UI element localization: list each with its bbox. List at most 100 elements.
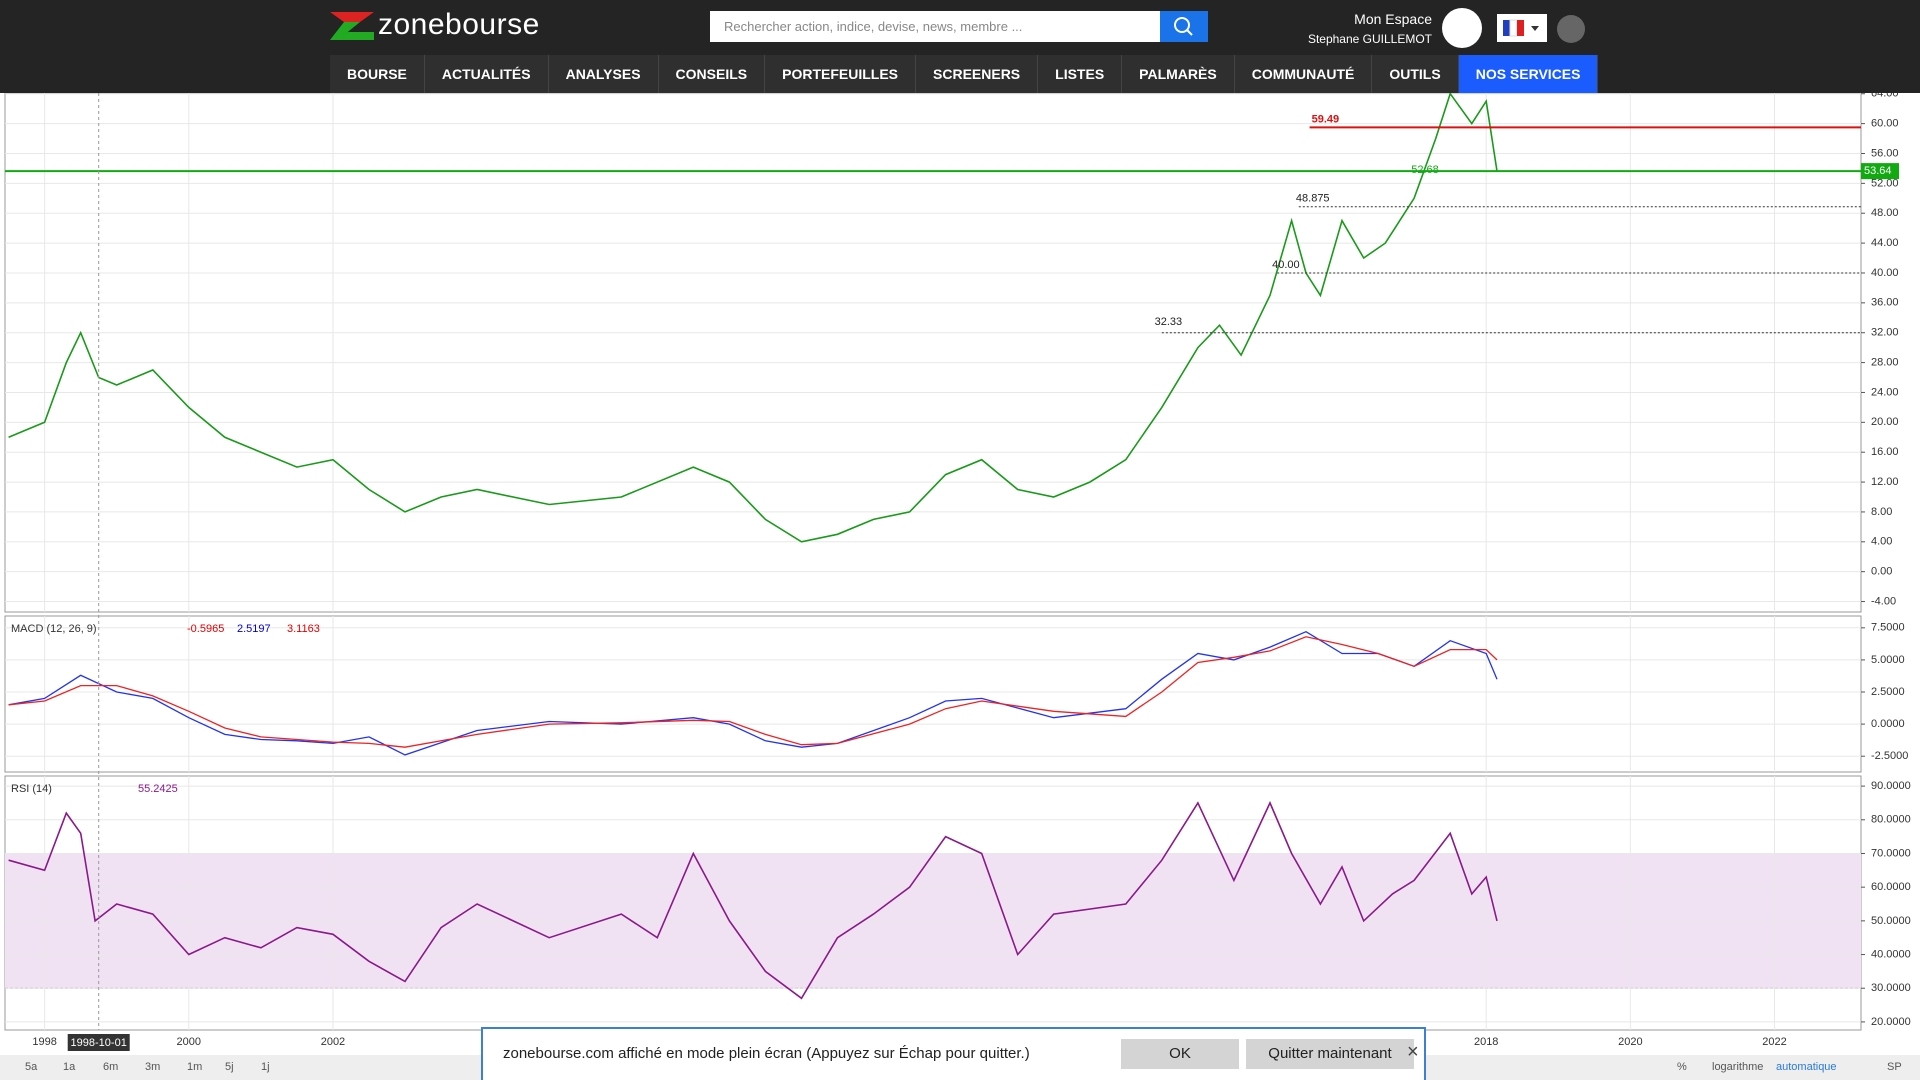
chart: -4.00 0.00 4.00 8.00 12.00 16.00 20.00 24.00 28.… [4, 93, 1911, 1051]
y-tick-label: 36.00 [1871, 297, 1899, 309]
search-input[interactable]: Rechercher action, indice, devise, news,… [710, 11, 1160, 42]
y-tick-label: 4.00 [1871, 536, 1892, 548]
last-price-box [1861, 163, 1899, 180]
y-tick-label: 8.00 [1871, 506, 1892, 518]
annotation: 48.875 [1296, 193, 1330, 205]
y-tick-label: 56.00 [1871, 147, 1899, 159]
scale-option[interactable]: automatique [1776, 1061, 1837, 1073]
nav-item[interactable]: COMMUNAUTÉ [1234, 55, 1373, 93]
scale-option[interactable]: logarithme [1712, 1061, 1764, 1073]
nav-bar: BOURSE ACTUALITÉS ANALYSES CONSEILS PORTEFEU… [330, 55, 1599, 93]
last-price-label: 53.64 [1864, 165, 1892, 177]
close-button[interactable]: × [1407, 1041, 1419, 1063]
indicator-value: 55.2425 [138, 783, 178, 795]
y-tick-label: 64.00 [1871, 93, 1899, 100]
y-tick-label: 60.0000 [1871, 881, 1911, 893]
indicator-line [8, 630, 1498, 756]
nav-item[interactable]: OUTILS [1372, 55, 1459, 93]
nav-item[interactable]: ANALYSES [548, 55, 659, 93]
period-button[interactable]: 5a [25, 1061, 38, 1073]
y-tick-label: 28.00 [1871, 356, 1899, 368]
nav-item[interactable]: PALMARÈS [1122, 55, 1235, 93]
y-tick-label: 40.00 [1871, 267, 1899, 279]
fullscreen-notice: zonebourse.com affiché en mode plein écr… [481, 1027, 1426, 1080]
logo-icon[interactable] [330, 8, 374, 44]
cursor-date: 1998-10-01 [71, 1037, 127, 1049]
y-tick-label: 20.00 [1871, 416, 1899, 428]
indicator-value: 3.1163 [287, 623, 320, 635]
search-icon [1174, 17, 1193, 36]
y-tick-label: 2.5000 [1871, 686, 1905, 698]
y-tick-label: 44.00 [1871, 237, 1899, 249]
nav-item[interactable]: SCREENERS [916, 55, 1039, 93]
x-tick-label: 2000 [177, 1036, 201, 1048]
level-label: 59.49 [1312, 113, 1340, 125]
avatar[interactable] [1442, 8, 1482, 48]
y-tick-label: 60.00 [1871, 118, 1899, 130]
y-tick-label: -2.5000 [1871, 750, 1908, 762]
x-tick-label: 2022 [1762, 1036, 1786, 1048]
x-tick-label: 2018 [1474, 1036, 1498, 1048]
panel-frame [4, 615, 1862, 773]
scale-option[interactable]: % [1677, 1061, 1687, 1073]
nav-item[interactable]: NOS SERVICES [1458, 55, 1599, 93]
y-tick-label: 24.00 [1871, 386, 1899, 398]
indicator-title: RSI (14) [11, 783, 52, 795]
indicator-value: 2.5197 [237, 623, 271, 635]
x-tick-label: 2002 [321, 1036, 345, 1048]
header: zonebourse Rechercher action, indice, de… [0, 0, 1920, 93]
period-button[interactable]: 5j [225, 1061, 234, 1073]
y-tick-label: 80.0000 [1871, 814, 1911, 826]
user-name[interactable]: Stephane GUILLEMOT [1307, 32, 1432, 46]
y-tick-label: 5.0000 [1871, 654, 1905, 666]
period-button[interactable]: 6m [103, 1061, 119, 1073]
price-line [8, 800, 1498, 1000]
nav-item[interactable]: CONSEILS [658, 55, 766, 93]
x-tick-label: 1998 [32, 1036, 56, 1048]
y-tick-label: 16.00 [1871, 446, 1899, 458]
y-tick-label: 32.00 [1871, 327, 1899, 339]
y-tick-label: 52.00 [1871, 177, 1899, 189]
y-tick-label: 48.00 [1871, 207, 1899, 219]
y-tick-label: 20.0000 [1871, 1016, 1911, 1028]
search-button[interactable] [1160, 11, 1208, 42]
period-button[interactable]: 1m [187, 1061, 203, 1073]
y-tick-label: 50.0000 [1871, 915, 1911, 927]
period-button[interactable]: 1j [261, 1061, 270, 1073]
y-tick-label: 0.00 [1871, 566, 1892, 578]
x-tick-label: 2020 [1618, 1036, 1642, 1048]
y-tick-label: 40.0000 [1871, 948, 1911, 960]
y-tick-label: 30.0000 [1871, 982, 1911, 994]
indicator-value: -0.5965 [187, 623, 224, 635]
y-tick-label: 0.0000 [1871, 718, 1905, 730]
y-tick-label: -4.00 [1871, 595, 1896, 607]
annotation: 52.68 [1411, 164, 1439, 176]
period-button[interactable]: 1a [63, 1061, 76, 1073]
nav-item[interactable]: ACTUALITÉS [424, 55, 549, 93]
y-tick-label: 7.5000 [1871, 622, 1905, 634]
ok-button[interactable]: OK [1121, 1039, 1239, 1069]
settings-button[interactable] [1557, 15, 1585, 43]
nav-item[interactable]: LISTES [1038, 55, 1123, 93]
notice-message: zonebourse.com affiché en mode plein écr… [503, 1045, 1030, 1062]
flag-icon [1503, 19, 1539, 37]
account-link[interactable]: Mon Espace [1354, 11, 1432, 27]
logo[interactable]: zonebourse [378, 8, 540, 41]
price-line [8, 93, 1498, 543]
y-tick-label: 70.0000 [1871, 847, 1911, 859]
annotation: 32.33 [1155, 316, 1183, 328]
y-tick-label: 90.0000 [1871, 780, 1911, 792]
cursor-date-box [67, 1034, 130, 1051]
nav-item[interactable]: PORTEFEUILLES [765, 55, 917, 93]
panel-frame [4, 93, 1862, 613]
language-select[interactable] [1497, 14, 1547, 42]
indicator-line [8, 636, 1498, 748]
nav-item[interactable]: BOURSE [330, 55, 425, 93]
period-button[interactable]: 3m [145, 1061, 161, 1073]
scale-option[interactable]: SP [1887, 1061, 1902, 1073]
indicator-title: MACD (12, 26, 9) [11, 623, 97, 635]
y-tick-label: 12.00 [1871, 476, 1899, 488]
quit-button[interactable]: Quitter maintenant [1246, 1039, 1414, 1069]
annotation: 40.00 [1272, 259, 1300, 271]
